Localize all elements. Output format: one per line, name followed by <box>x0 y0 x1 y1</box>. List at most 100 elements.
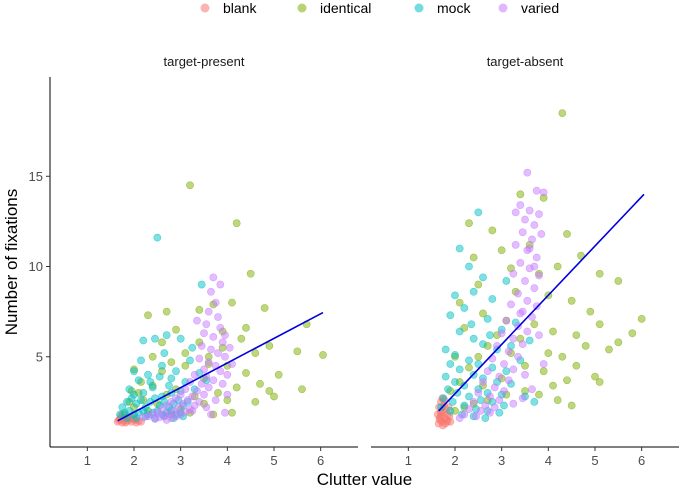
data-point-varied <box>479 378 487 386</box>
data-point-mock <box>465 356 473 365</box>
data-point-mock <box>446 311 455 320</box>
data-point-mock <box>441 345 450 354</box>
data-point-identical <box>614 338 623 347</box>
data-point-mock <box>172 367 180 376</box>
data-point-varied <box>509 399 518 408</box>
data-point-identical <box>251 397 260 406</box>
data-point-varied <box>500 360 508 368</box>
data-point-varied <box>523 168 532 177</box>
data-point-identical <box>595 378 604 386</box>
data-point-varied <box>518 228 527 237</box>
data-point-varied <box>521 215 529 224</box>
data-point-identical <box>474 280 483 289</box>
data-point-identical <box>144 311 152 320</box>
data-point-identical <box>469 253 478 262</box>
data-point-mock <box>137 356 145 365</box>
data-point-varied <box>465 405 473 413</box>
data-point-varied <box>204 383 213 392</box>
series-varied <box>455 168 548 423</box>
data-point-varied <box>509 365 518 374</box>
x-tick-label: 4 <box>545 453 552 468</box>
data-point-varied <box>532 186 541 195</box>
data-point-varied <box>514 289 522 298</box>
data-point-varied <box>214 313 222 321</box>
data-point-varied <box>472 412 480 421</box>
legend-item-mock: mock <box>414 0 471 16</box>
legend-label-identical: identical <box>320 0 371 16</box>
x-tick-label: 3 <box>177 453 184 468</box>
data-point-identical <box>577 251 585 260</box>
data-point-mock <box>186 356 194 365</box>
x-tick-label: 2 <box>130 453 137 468</box>
data-point-identical <box>298 385 306 394</box>
y-tick-label: 15 <box>29 169 43 184</box>
data-point-mock <box>446 360 455 368</box>
data-point-varied <box>518 394 527 403</box>
data-point-varied <box>490 383 499 392</box>
legend-key-mock <box>414 3 424 13</box>
legend-key-blank <box>200 3 210 13</box>
legend: blank identical mock varied <box>200 0 559 16</box>
y-tick-label: 5 <box>36 349 43 364</box>
data-point-mock <box>455 244 464 253</box>
data-point-varied <box>200 365 208 374</box>
data-point-varied <box>486 392 494 401</box>
data-point-identical <box>539 367 548 376</box>
data-point-varied <box>535 271 543 280</box>
data-point-mock <box>467 320 476 329</box>
regression-line <box>438 193 645 412</box>
data-point-identical <box>567 296 576 305</box>
data-point-varied <box>539 188 548 197</box>
data-point-identical <box>497 246 506 255</box>
data-point-mock <box>125 385 134 394</box>
panel-target-absent: target-absent 1 2 3 4 5 6 <box>371 54 679 468</box>
data-point-identical <box>516 190 525 199</box>
data-point-varied <box>511 208 520 217</box>
data-point-mock <box>439 394 448 403</box>
data-point-identical <box>242 369 250 377</box>
data-point-varied <box>504 376 513 385</box>
data-point-identical <box>186 181 194 190</box>
data-point-mock <box>451 351 459 359</box>
x-tick-label: 5 <box>270 453 277 468</box>
data-point-varied <box>507 300 515 309</box>
data-point-identical <box>455 298 464 307</box>
data-point-mock <box>451 291 459 300</box>
data-point-identical <box>172 325 180 334</box>
data-point-varied <box>474 388 483 397</box>
legend-key-varied <box>498 3 508 13</box>
data-point-varied <box>469 397 478 406</box>
data-point-varied <box>216 367 225 376</box>
data-point-varied <box>539 360 548 368</box>
data-point-mock <box>488 295 497 303</box>
data-point-mock <box>127 394 136 403</box>
data-point-varied <box>476 407 485 415</box>
data-point-varied <box>483 367 492 376</box>
data-point-identical <box>214 388 222 397</box>
data-point-mock <box>446 407 455 415</box>
data-point-identical <box>167 358 176 367</box>
data-point-mock <box>165 381 173 390</box>
data-point-varied <box>216 280 225 289</box>
data-point-identical <box>614 277 623 285</box>
x-tick-label: 6 <box>638 453 645 468</box>
data-point-mock <box>469 287 478 296</box>
data-point-mock <box>176 334 185 343</box>
data-point-varied <box>532 253 541 262</box>
data-point-mock <box>139 336 148 345</box>
data-point-varied <box>535 331 543 339</box>
y-axis-title: Number of fixations <box>2 189 21 335</box>
data-point-identical <box>605 345 613 354</box>
data-point-identical <box>595 320 604 329</box>
data-point-mock <box>486 331 494 339</box>
data-point-identical <box>549 381 557 390</box>
data-point-varied <box>207 287 215 296</box>
legend-label-varied: varied <box>521 0 559 16</box>
data-point-identical <box>465 363 473 372</box>
data-point-varied <box>523 296 532 305</box>
data-point-mock <box>455 327 464 336</box>
data-point-varied <box>223 370 232 379</box>
data-point-identical <box>246 269 255 278</box>
data-point-identical <box>251 349 260 358</box>
data-point-mock <box>188 343 197 352</box>
